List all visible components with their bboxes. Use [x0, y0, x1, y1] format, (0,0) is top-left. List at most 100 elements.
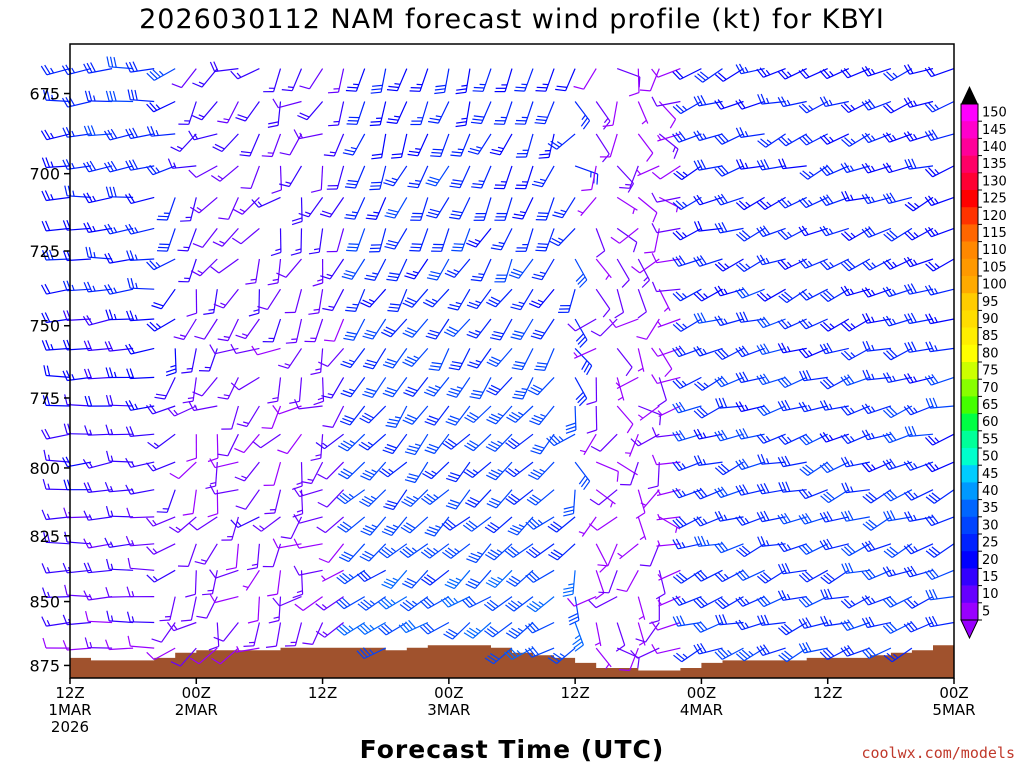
wind-barb: [637, 196, 658, 223]
wind-barb: [263, 68, 282, 93]
wind-barb: [359, 543, 387, 562]
wind-barb: [424, 433, 450, 455]
wind-barb: [252, 516, 281, 532]
wind-barb: [209, 484, 239, 495]
wind-barb: [637, 288, 647, 319]
wind-barb: [336, 569, 366, 585]
wind-barb: [83, 62, 113, 74]
wind-barb: [326, 165, 345, 190]
wind-barb: [188, 165, 218, 178]
wind-barb: [402, 288, 429, 308]
wind-barb: [819, 647, 850, 661]
x-tick-label: 00Z: [687, 684, 716, 702]
wind-barb: [714, 461, 744, 476]
wind-barb: [924, 226, 955, 238]
wind-barb: [512, 197, 534, 220]
y-tick-label: 775: [29, 389, 60, 408]
x-tick-label: 12Z: [308, 684, 337, 702]
wind-barb: [527, 376, 555, 396]
wind-barb: [924, 461, 955, 473]
wind-barb: [83, 562, 113, 574]
x-tick-label: 4MAR: [680, 701, 723, 719]
wind-barb: [340, 348, 366, 369]
wind-barb: [105, 90, 134, 103]
colorbar-label: 90: [982, 312, 999, 327]
colorbar-swatch: [961, 585, 978, 604]
wind-barb: [365, 197, 387, 220]
wind-barb: [340, 377, 366, 398]
wind-barb: [799, 370, 828, 382]
wind-barb: [344, 165, 366, 189]
wind-barb: [322, 288, 345, 312]
wind-barb: [83, 368, 113, 380]
wind-barb: [127, 277, 155, 290]
wind-barb: [616, 570, 639, 592]
wind-barb: [151, 288, 176, 310]
wind-barb: [319, 197, 345, 218]
wind-barb: [465, 489, 492, 508]
wind-barb: [403, 377, 429, 397]
wind-barb: [590, 318, 618, 337]
wind-barb: [714, 486, 744, 499]
wind-barb: [42, 478, 71, 491]
wind-barb: [104, 340, 134, 352]
wind-barb: [449, 197, 471, 220]
wind-barb: [425, 318, 450, 340]
wind-barb: [291, 197, 303, 226]
wind-barb: [562, 570, 576, 597]
wind-barb: [651, 347, 681, 357]
wind-barb: [515, 165, 534, 190]
wind-barb: [840, 510, 870, 522]
wind-barb: [235, 489, 260, 510]
colorbar-swatch: [961, 465, 978, 483]
y-tick-label: 700: [29, 165, 60, 184]
wind-barb: [448, 348, 471, 371]
colorbar-label: 135: [982, 157, 1007, 172]
wind-barb: [198, 348, 218, 372]
wind-barb: [171, 68, 197, 89]
wind-barb: [581, 165, 597, 192]
wind-barb: [883, 227, 913, 242]
wind-barb: [341, 258, 366, 280]
wind-barb: [840, 543, 871, 557]
wind-barb: [861, 616, 892, 629]
wind-barb: [190, 258, 218, 277]
wind-barb: [505, 596, 534, 612]
wind-barb: [615, 622, 626, 652]
wind-barb: [903, 312, 934, 325]
wind-barb: [409, 68, 429, 92]
wind-barb: [756, 433, 786, 444]
wind-barb: [399, 543, 429, 558]
wind-barb: [105, 587, 134, 598]
wind-barb: [369, 165, 387, 191]
wind-barb: [530, 433, 555, 455]
wind-barb: [595, 288, 611, 318]
wind-barb: [819, 400, 849, 411]
colorbar-swatch: [961, 396, 978, 414]
wind-barb: [757, 614, 786, 626]
wind-barb: [649, 596, 660, 625]
wind-barb: [882, 458, 913, 471]
wind-barb: [526, 489, 555, 506]
wind-barb: [586, 405, 598, 434]
wind-barb: [232, 196, 260, 215]
wind-barb: [693, 569, 723, 582]
wind-barb: [196, 596, 218, 619]
wind-barbs-layer: [40, 56, 955, 672]
wind-barb: [327, 68, 345, 94]
wind-barb: [637, 133, 654, 162]
wind-barb: [337, 516, 366, 533]
wind-barb: [819, 164, 850, 177]
wind-barb: [230, 68, 260, 80]
wind-barb: [297, 101, 324, 121]
wind-barb: [431, 228, 450, 252]
wind-barb: [840, 227, 871, 242]
wind-barb: [924, 195, 955, 207]
wind-barb: [515, 228, 534, 252]
wind-barb: [156, 228, 176, 252]
wind-barb: [125, 426, 155, 437]
wind-barb: [525, 516, 555, 530]
wind-barb: [383, 489, 408, 511]
wind-barb: [486, 376, 513, 396]
